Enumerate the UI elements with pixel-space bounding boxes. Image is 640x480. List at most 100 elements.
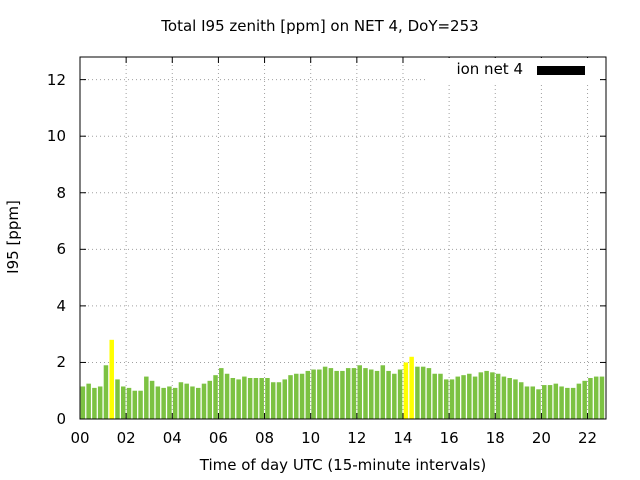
bar xyxy=(490,372,495,419)
grid-lines xyxy=(80,57,606,419)
bar xyxy=(501,376,507,419)
y-tick-label: 0 xyxy=(56,410,66,428)
bar xyxy=(340,370,345,419)
bar xyxy=(345,368,351,419)
bar xyxy=(472,376,478,419)
bar xyxy=(455,376,461,419)
bar xyxy=(322,366,328,419)
bar xyxy=(219,368,224,419)
bar xyxy=(432,373,437,419)
bar-highlight xyxy=(409,356,414,419)
bar-highlight xyxy=(109,339,114,419)
legend-entry-swatch xyxy=(537,66,585,75)
bar xyxy=(507,377,512,419)
y-tick-label: 4 xyxy=(56,296,66,315)
bar xyxy=(305,370,311,419)
bar xyxy=(386,370,391,419)
bar xyxy=(536,389,541,419)
bar xyxy=(132,390,138,419)
x-tick-label: 06 xyxy=(208,429,228,447)
x-tick-label: 04 xyxy=(162,429,182,447)
bar xyxy=(357,365,362,419)
bar xyxy=(190,386,195,419)
bar xyxy=(97,386,103,419)
bar xyxy=(518,382,524,419)
bar xyxy=(478,372,484,419)
bar xyxy=(392,373,397,419)
x-tick-label: 14 xyxy=(393,429,413,447)
bar xyxy=(294,373,299,419)
bar xyxy=(144,376,149,419)
bar xyxy=(369,369,374,419)
bar xyxy=(184,383,189,419)
bar xyxy=(115,379,120,419)
bar xyxy=(178,382,184,419)
bar xyxy=(426,368,432,419)
bar xyxy=(582,380,587,419)
bar xyxy=(593,376,599,419)
y-axis-label: I95 [ppm] xyxy=(4,200,22,274)
x-tick-label: 18 xyxy=(485,429,505,447)
bar xyxy=(253,377,259,419)
bar xyxy=(299,373,305,419)
bar xyxy=(207,380,213,419)
bar xyxy=(599,376,605,419)
y-tick-label: 8 xyxy=(56,183,66,202)
bar-series xyxy=(80,339,605,419)
bar xyxy=(224,373,230,419)
bar xyxy=(80,386,86,419)
bar xyxy=(524,386,530,419)
bar xyxy=(443,379,449,419)
bar xyxy=(270,382,276,419)
bar xyxy=(236,379,241,419)
bar xyxy=(103,365,109,419)
bar xyxy=(126,387,132,419)
bar xyxy=(86,383,91,419)
x-axis-label: Time of day UTC (15-minute intervals) xyxy=(199,456,487,474)
bar xyxy=(380,365,386,419)
bar xyxy=(461,375,466,419)
bar xyxy=(542,385,547,419)
bar xyxy=(242,376,247,419)
y-tick-label: 10 xyxy=(46,127,66,146)
bar xyxy=(121,386,126,419)
bar-highlight xyxy=(403,362,409,419)
bar xyxy=(288,375,293,419)
x-tick-label: 02 xyxy=(116,429,136,447)
bar xyxy=(334,370,339,419)
bar xyxy=(449,379,455,419)
y-tick-label: 6 xyxy=(56,240,66,259)
bar xyxy=(265,377,270,419)
axis-ticks xyxy=(79,57,606,420)
bar xyxy=(282,379,287,419)
bar xyxy=(247,377,253,419)
bar xyxy=(172,387,178,419)
plot-frame xyxy=(79,56,607,420)
bar xyxy=(167,386,172,419)
bar xyxy=(195,387,201,419)
bar xyxy=(570,387,576,419)
bar xyxy=(495,373,501,419)
bar xyxy=(149,380,155,419)
bar xyxy=(138,390,143,419)
bar xyxy=(201,383,207,419)
bar xyxy=(467,373,472,419)
bar xyxy=(213,375,218,419)
bar xyxy=(276,382,282,419)
bar xyxy=(438,373,443,419)
bar xyxy=(484,370,489,419)
bar xyxy=(328,368,334,419)
x-tick-label: 00 xyxy=(70,429,90,447)
bar xyxy=(565,387,570,419)
y-tick-label: 12 xyxy=(46,70,66,89)
bar xyxy=(351,368,357,419)
x-tick-label: 22 xyxy=(577,429,598,447)
bar xyxy=(513,379,518,419)
chart-title: Total I95 zenith [ppm] on NET 4, DoY=253 xyxy=(161,17,479,35)
bar xyxy=(363,368,368,419)
bar xyxy=(576,383,582,419)
x-tick-label: 16 xyxy=(439,429,459,447)
bar xyxy=(311,369,316,419)
x-tick-label: 10 xyxy=(301,429,321,447)
bar xyxy=(530,386,536,419)
